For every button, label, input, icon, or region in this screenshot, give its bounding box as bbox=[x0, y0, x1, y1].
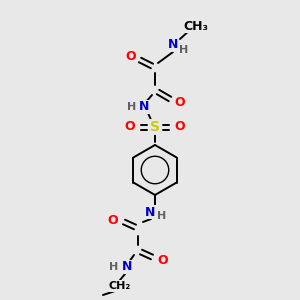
Text: H: H bbox=[109, 262, 118, 272]
Text: O: O bbox=[158, 254, 168, 266]
Text: H: H bbox=[127, 102, 136, 112]
Text: S: S bbox=[150, 120, 160, 134]
Text: CH₂: CH₂ bbox=[109, 281, 131, 291]
Text: O: O bbox=[125, 121, 135, 134]
Text: N: N bbox=[145, 206, 155, 218]
Text: H: H bbox=[179, 45, 189, 55]
Text: O: O bbox=[175, 95, 185, 109]
Text: CH₃: CH₃ bbox=[184, 20, 208, 32]
Text: O: O bbox=[175, 121, 185, 134]
Text: N: N bbox=[139, 100, 149, 113]
Text: N: N bbox=[122, 260, 132, 274]
Text: H: H bbox=[158, 211, 166, 221]
Text: O: O bbox=[126, 50, 136, 64]
Text: N: N bbox=[168, 38, 178, 52]
Text: O: O bbox=[108, 214, 118, 226]
